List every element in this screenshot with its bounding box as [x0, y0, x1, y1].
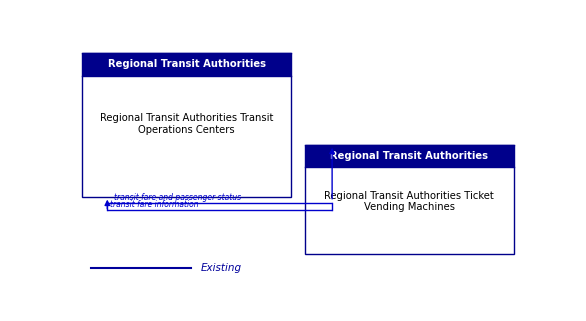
Text: Existing: Existing — [200, 264, 241, 273]
Text: Regional Transit Authorities: Regional Transit Authorities — [331, 151, 488, 161]
Bar — [82, 53, 291, 197]
Bar — [305, 145, 514, 167]
Text: transit fare information: transit fare information — [110, 200, 198, 209]
Text: Regional Transit Authorities Ticket
Vending Machines: Regional Transit Authorities Ticket Vend… — [325, 191, 494, 213]
Text: transit fare and passenger status: transit fare and passenger status — [114, 193, 241, 202]
Text: Regional Transit Authorities Transit
Operations Centers: Regional Transit Authorities Transit Ope… — [100, 113, 274, 135]
Bar — [305, 145, 514, 254]
Bar — [82, 53, 291, 75]
Text: Regional Transit Authorities: Regional Transit Authorities — [108, 59, 266, 69]
